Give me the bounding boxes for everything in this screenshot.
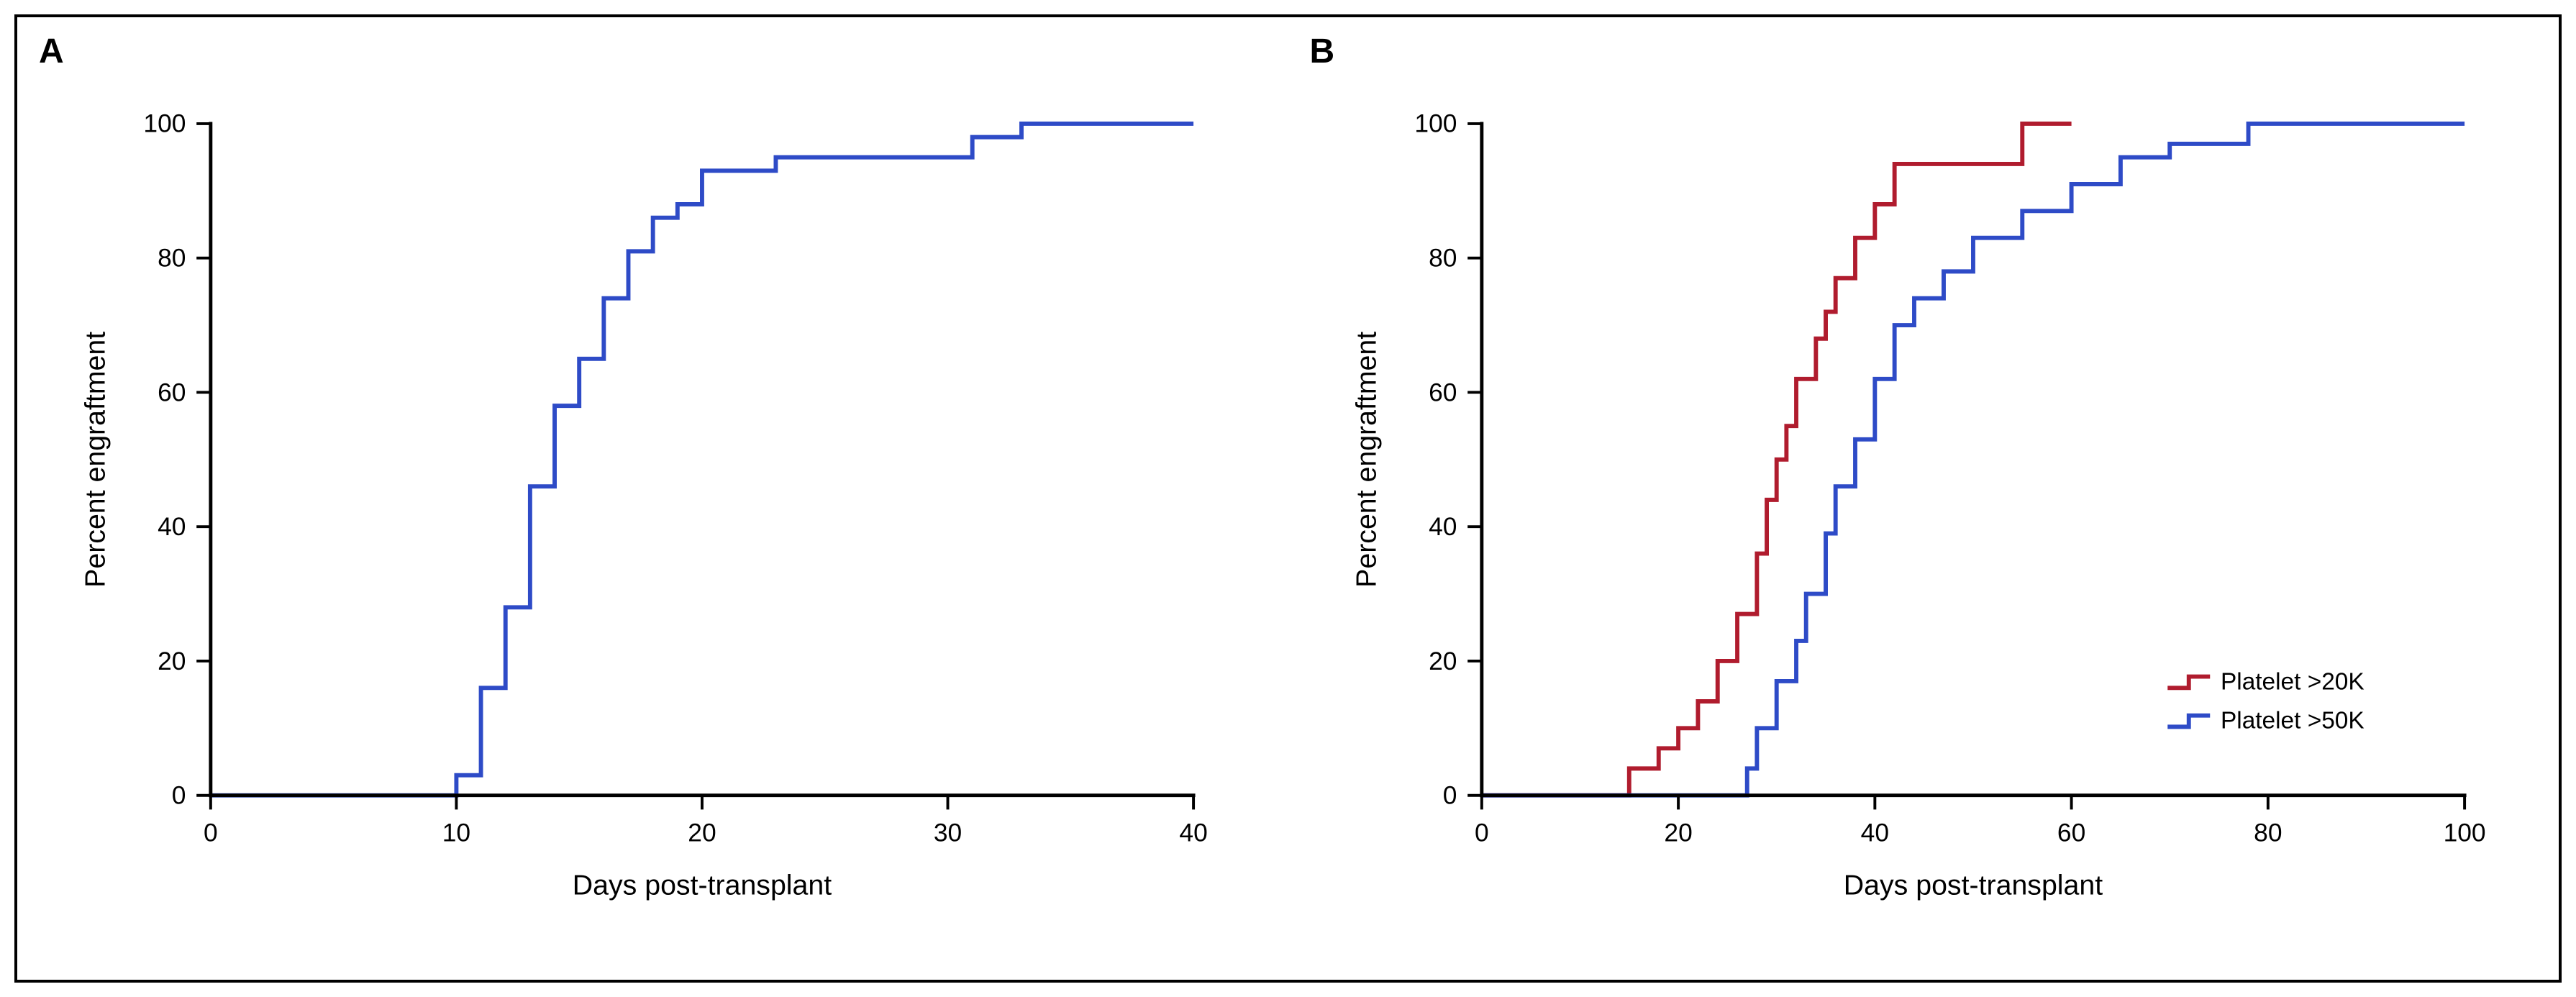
x-tick-label: 60 xyxy=(2057,819,2085,847)
legend-label: Platelet >20K xyxy=(2220,668,2364,695)
panel-a-label: A xyxy=(39,32,64,71)
y-axis-title: Percent engraftment xyxy=(79,332,111,588)
y-tick-label: 20 xyxy=(1429,647,1457,675)
y-tick-label: 20 xyxy=(158,647,186,675)
y-tick-label: 40 xyxy=(158,513,186,541)
series-engraftment xyxy=(211,124,1193,796)
y-tick-label: 100 xyxy=(1414,110,1457,138)
panel-b: B 0 20 40 60 80 100 0 20 40 60 80 100 Days post-tran… xyxy=(1288,17,2559,980)
panel-a: A 0 10 20 30 40 0 20 40 60 80 100 Days post-transpl… xyxy=(17,17,1288,980)
legend-swatch xyxy=(2167,677,2210,688)
y-tick-label: 60 xyxy=(158,378,186,406)
x-axis-title: Days post-transplant xyxy=(1843,869,2102,901)
y-tick-label: 60 xyxy=(1429,378,1457,406)
y-tick-label: 100 xyxy=(143,110,186,138)
panel-b-label: B xyxy=(1310,32,1335,71)
y-tick-label: 0 xyxy=(172,782,186,810)
y-tick-label: 80 xyxy=(158,245,186,273)
x-tick-label: 40 xyxy=(1179,819,1207,847)
x-tick-label: 20 xyxy=(1664,819,1692,847)
x-tick-label: 10 xyxy=(442,819,470,847)
x-tick-label: 40 xyxy=(1860,819,1888,847)
x-axis-title: Days post-transplant xyxy=(573,869,832,901)
panel-b-chart: 0 20 40 60 80 100 0 20 40 60 80 100 Days post-transp… xyxy=(1310,39,2531,958)
x-tick-label: 80 xyxy=(2254,819,2282,847)
x-tick-label: 30 xyxy=(934,819,962,847)
figure-container: A 0 10 20 30 40 0 20 40 60 80 100 Days post-transpl… xyxy=(14,14,2562,983)
x-tick-label: 0 xyxy=(204,819,218,847)
x-tick-label: 100 xyxy=(2443,819,2485,847)
legend-label: Platelet >50K xyxy=(2220,707,2364,734)
panel-a-chart: 0 10 20 30 40 0 20 40 60 80 100 Days post-transplan… xyxy=(39,39,1260,958)
y-tick-label: 80 xyxy=(1429,245,1457,273)
legend-swatch xyxy=(2167,716,2210,727)
y-tick-label: 40 xyxy=(1429,513,1457,541)
x-tick-label: 0 xyxy=(1474,819,1488,847)
legend: Platelet >20K Platelet >50K xyxy=(2167,668,2364,734)
y-axis-title: Percent engraftment xyxy=(1350,332,1382,588)
x-tick-label: 20 xyxy=(688,819,716,847)
y-tick-label: 0 xyxy=(1442,782,1457,810)
